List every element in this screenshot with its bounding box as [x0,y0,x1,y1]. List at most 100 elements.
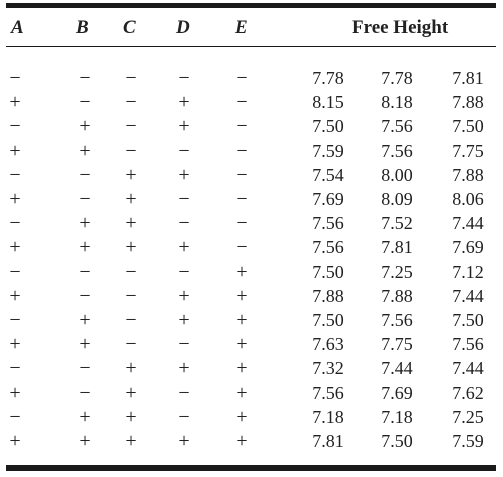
factor-level-b: + [79,430,91,452]
factor-level-d: + [178,163,190,186]
factor-level-c: + [125,357,137,380]
free-height-value-3: 7.50 [452,116,484,137]
factor-level-b: − [79,188,91,210]
factor-level-e: + [236,430,248,452]
free-height-value-2: 7.56 [381,116,413,137]
factor-level-b: + [79,139,91,162]
factor-level-e: − [236,212,248,235]
factor-level-b: − [79,284,91,307]
factor-level-e: − [236,91,248,114]
factor-level-c: − [125,260,137,283]
factor-level-c: + [125,405,137,428]
factor-level-d: + [178,284,190,307]
free-height-value-2: 7.52 [381,213,413,234]
free-height-value-3: 7.88 [452,92,484,113]
free-height-value-2: 7.44 [381,358,413,379]
free-height-value-2: 7.56 [381,140,413,161]
free-height-value-3: 7.44 [452,358,484,379]
free-height-value-3: 7.44 [452,213,484,234]
factor-level-b: + [79,333,91,356]
header-factor-d: D [176,17,190,38]
free-height-value-2: 7.78 [381,68,413,88]
factor-level-c: − [125,115,137,138]
factor-level-a: + [9,236,21,259]
factor-level-a: − [9,405,21,428]
free-height-value-3: 7.12 [452,261,484,282]
factor-level-c: − [125,139,137,162]
factor-level-b: + [79,236,91,259]
factor-level-a: + [9,139,21,162]
table-row: + − − + − 8.15 8.18 7.88 [0,90,503,114]
factor-level-b: + [79,212,91,235]
factor-level-a: − [9,67,21,89]
factor-level-a: − [9,260,21,283]
free-height-value-1: 7.50 [312,261,344,282]
free-height-value-3: 7.62 [452,382,484,403]
free-height-value-2: 7.75 [381,334,413,355]
free-height-value-2: 7.25 [381,261,413,282]
factor-level-d: + [178,91,190,114]
table-row: + − + − − 7.69 8.09 8.06 [0,187,503,211]
factor-level-a: − [9,163,21,186]
free-height-value-2: 8.00 [381,164,413,185]
factor-level-b: − [79,163,91,186]
factor-level-a: + [9,91,21,114]
free-height-value-3: 7.56 [452,334,484,355]
factor-level-b: + [79,115,91,138]
factor-level-e: + [236,284,248,307]
free-height-value-3: 7.75 [452,140,484,161]
factor-level-c: + [125,212,137,235]
header-factor-b: B [76,17,89,38]
table-row: − + + − − 7.56 7.52 7.44 [0,211,503,235]
free-height-value-3: 7.81 [452,68,484,88]
free-height-value-1: 7.63 [312,334,344,355]
factor-level-a: + [9,430,21,452]
header-factor-a: A [11,17,24,38]
free-height-value-1: 7.56 [312,213,344,234]
factor-level-d: − [178,188,190,210]
free-height-value-2: 7.18 [381,406,413,427]
factor-level-c: + [125,381,137,404]
header-rule [6,46,496,47]
factor-level-d: − [178,67,190,89]
factor-level-e: − [236,67,248,89]
factor-level-a: − [9,309,21,331]
free-height-value-1: 7.56 [312,237,344,258]
free-height-value-1: 7.50 [312,116,344,137]
factor-level-d: − [178,260,190,283]
free-height-value-1: 8.15 [312,92,344,113]
table-row: + + + + +7.81 7.50 7.59 [0,429,503,453]
table-row: − − + + − 7.54 8.00 7.88 [0,163,503,187]
table-row: + − − + +7.88 7.88 7.44 [0,284,503,308]
header-factor-e: E [235,17,248,38]
factor-level-e: + [236,309,248,331]
factor-level-a: + [9,188,21,210]
header-free-height: Free Height [352,17,449,38]
factor-level-d: + [178,115,190,138]
free-height-value-2: 7.81 [381,237,413,258]
factor-level-e: + [236,405,248,428]
factor-level-e: + [236,357,248,380]
top-rule [6,3,496,8]
free-height-value-2: 7.50 [381,431,413,451]
factor-level-e: − [236,236,248,259]
factor-level-a: − [9,115,21,138]
factor-level-d: − [178,139,190,162]
table-row: − + − + − 7.50 7.56 7.50 [0,114,503,138]
factor-level-c: − [125,309,137,331]
free-height-value-3: 7.59 [452,431,484,451]
factor-level-b: − [79,260,91,283]
free-height-value-1: 7.32 [312,358,344,379]
free-height-value-2: 7.88 [381,285,413,306]
table-row: − + − + +7.50 7.56 7.50 [0,308,503,332]
factor-level-c: + [125,236,137,259]
header-factor-c: C [123,17,136,38]
free-height-value-3: 7.44 [452,285,484,306]
factor-level-e: − [236,115,248,138]
free-height-value-1: 7.54 [312,164,344,185]
table-row: − − − − − 7.78 7.78 7.81 [0,66,503,90]
factor-level-e: − [236,188,248,210]
factor-level-e: + [236,381,248,404]
free-height-value-1: 7.59 [312,140,344,161]
free-height-value-3: 7.50 [452,310,484,330]
